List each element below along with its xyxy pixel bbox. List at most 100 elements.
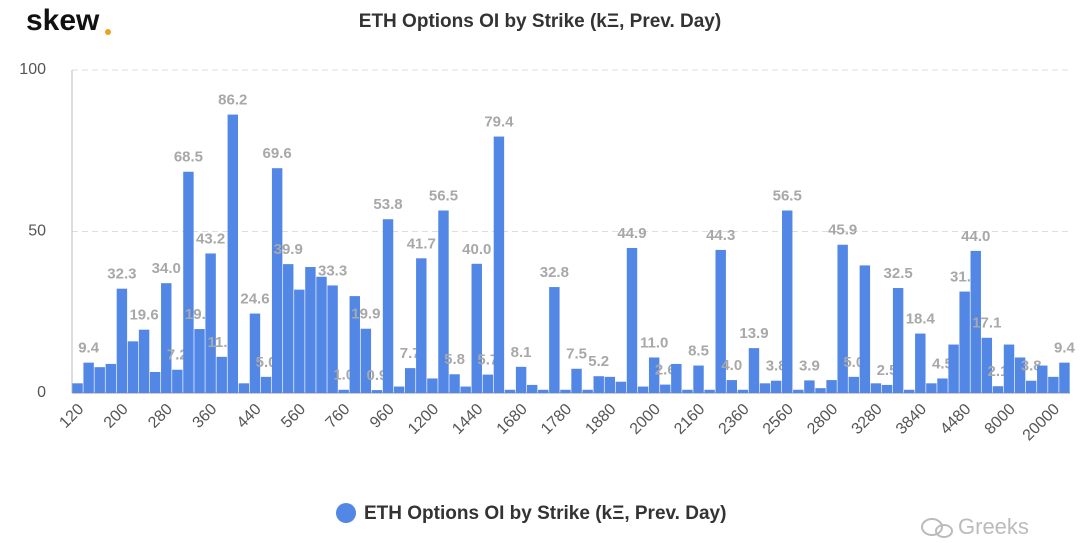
value-label: 45.9 [828, 222, 857, 239]
bar [393, 386, 405, 393]
value-label: 2.5 [877, 362, 898, 379]
value-label: 19.9 [351, 306, 380, 323]
value-label: 69.6 [263, 145, 292, 162]
bar [593, 376, 604, 393]
bar [903, 389, 915, 393]
x-tick-label: 2800 [804, 401, 841, 438]
bar [1048, 376, 1059, 393]
x-tick-label: 1680 [494, 401, 531, 438]
bar [504, 389, 516, 393]
bar [892, 288, 904, 393]
bar [305, 267, 316, 393]
value-label: 2.1 [987, 363, 1008, 380]
value-label: 86.2 [218, 92, 247, 109]
value-label: 7.7 [400, 345, 421, 362]
bar [937, 378, 948, 393]
value-label: 33.3 [318, 262, 347, 279]
value-label: 32.5 [884, 265, 913, 282]
bar [538, 389, 549, 393]
bar [349, 296, 360, 393]
value-label: 17.1 [972, 315, 1001, 332]
watermark-icon [921, 518, 953, 538]
bar [915, 333, 926, 393]
value-label: 40.0 [462, 241, 491, 258]
value-label: 44.9 [617, 225, 646, 242]
bar [138, 329, 150, 393]
bar [515, 366, 527, 393]
x-tick-label: 1780 [538, 401, 575, 438]
bar [682, 389, 693, 393]
x-tick-label: 2360 [715, 401, 752, 438]
value-label: 5.0 [843, 354, 864, 371]
value-label: 9.4 [78, 340, 100, 357]
x-tick-label: 560 [278, 401, 309, 432]
bar [782, 210, 793, 393]
bar [316, 276, 327, 393]
bar [1014, 357, 1026, 393]
bar [283, 264, 294, 393]
bar [992, 386, 1004, 393]
bar [382, 219, 394, 393]
value-label: 3.8 [1021, 358, 1042, 375]
bar [183, 171, 194, 393]
x-tick-label: 280 [145, 401, 176, 432]
bar [604, 376, 616, 393]
bar [704, 389, 715, 393]
value-label: 4.0 [721, 357, 742, 374]
bar [737, 389, 749, 393]
bar [449, 374, 460, 393]
x-tick-label: 1880 [582, 401, 619, 438]
bar [105, 363, 117, 393]
bar [815, 388, 826, 393]
logo: skew [26, 4, 100, 37]
bar [72, 383, 83, 393]
bar [161, 283, 172, 393]
value-label: 79.4 [484, 114, 514, 131]
value-label: 19.6 [129, 307, 158, 324]
x-tick-label: 120 [56, 401, 87, 432]
bar [981, 337, 993, 393]
bar [227, 114, 239, 393]
bar [948, 344, 959, 393]
bar [671, 363, 682, 393]
y-tick-label: 50 [28, 223, 46, 240]
bar [327, 285, 338, 393]
legend-label: ETH Options OI by Strike (kΞ, Prev. Day) [364, 503, 726, 524]
value-label: 7.2 [167, 347, 188, 364]
bar [94, 367, 105, 393]
bar [637, 386, 649, 393]
bar [294, 289, 305, 393]
value-label: 8.1 [511, 344, 532, 361]
value-label: 5.2 [588, 353, 609, 370]
x-tick-label: 2560 [760, 401, 797, 438]
bar [338, 389, 349, 393]
x-tick-label: 440 [234, 401, 265, 432]
bar [127, 341, 139, 393]
bar [560, 389, 571, 393]
bar [549, 287, 560, 393]
bar [615, 381, 627, 393]
bar [793, 389, 804, 393]
bar [416, 258, 427, 393]
value-label: 39.9 [274, 241, 303, 258]
value-label: 43.2 [196, 230, 225, 247]
bar [1003, 344, 1015, 393]
bar [848, 376, 859, 393]
x-tick-label: 1440 [449, 401, 486, 438]
chart-title: ETH Options OI by Strike (kΞ, Prev. Day) [359, 11, 721, 32]
value-label: 32.3 [107, 266, 136, 283]
watermark: Greeks [958, 514, 1029, 539]
bar [249, 313, 261, 393]
value-label: 56.5 [773, 187, 802, 204]
x-tick-label: 4480 [937, 401, 974, 438]
bar [238, 383, 250, 393]
x-tick-label: 2000 [627, 401, 664, 438]
bar [493, 136, 505, 393]
y-tick-label: 100 [19, 61, 46, 78]
x-tick-label: 1200 [405, 401, 442, 438]
x-tick-label: 200 [101, 401, 132, 432]
y-tick-label: 0 [37, 384, 46, 401]
bar [427, 378, 438, 393]
bar [870, 383, 882, 393]
